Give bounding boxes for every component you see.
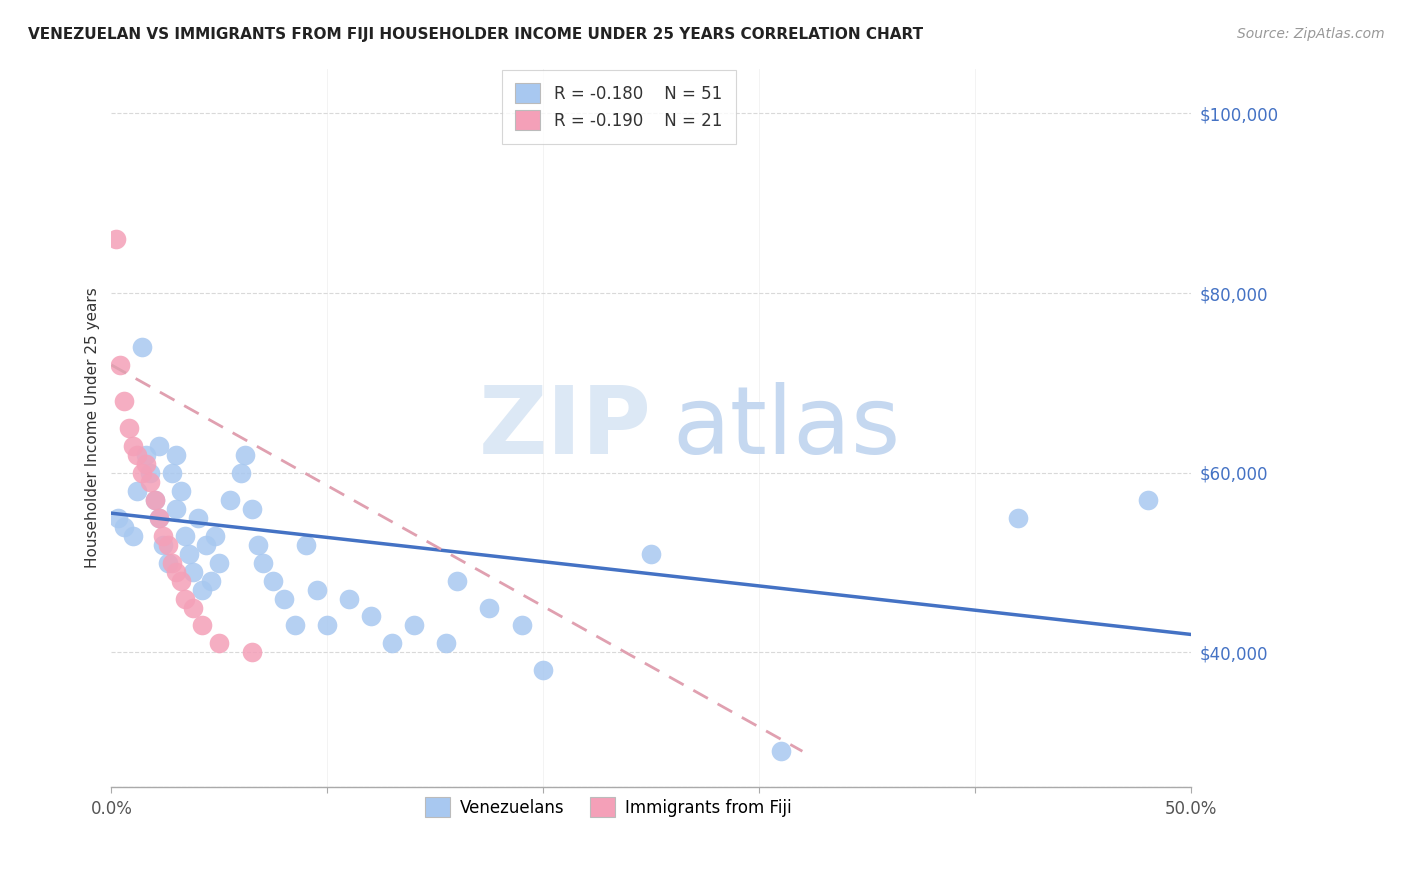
Point bbox=[152, 538, 174, 552]
Point bbox=[434, 636, 457, 650]
Point bbox=[143, 492, 166, 507]
Point bbox=[148, 510, 170, 524]
Point bbox=[262, 574, 284, 588]
Point bbox=[169, 483, 191, 498]
Point bbox=[769, 744, 792, 758]
Point bbox=[108, 358, 131, 372]
Point bbox=[165, 448, 187, 462]
Point bbox=[208, 556, 231, 570]
Point bbox=[240, 645, 263, 659]
Point bbox=[640, 547, 662, 561]
Point bbox=[208, 636, 231, 650]
Point bbox=[510, 618, 533, 632]
Point bbox=[118, 421, 141, 435]
Point bbox=[316, 618, 339, 632]
Point bbox=[360, 609, 382, 624]
Point bbox=[156, 556, 179, 570]
Point bbox=[112, 393, 135, 408]
Point bbox=[195, 538, 218, 552]
Point bbox=[165, 501, 187, 516]
Point bbox=[127, 483, 149, 498]
Point bbox=[169, 574, 191, 588]
Text: ZIP: ZIP bbox=[478, 382, 651, 474]
Point bbox=[148, 439, 170, 453]
Point bbox=[240, 501, 263, 516]
Point bbox=[139, 466, 162, 480]
Point bbox=[143, 492, 166, 507]
Point bbox=[131, 340, 153, 354]
Point bbox=[173, 591, 195, 606]
Point bbox=[107, 510, 129, 524]
Point bbox=[152, 528, 174, 542]
Point bbox=[446, 574, 468, 588]
Point bbox=[104, 232, 127, 246]
Point bbox=[191, 582, 214, 597]
Point bbox=[160, 556, 183, 570]
Point bbox=[135, 457, 157, 471]
Point bbox=[284, 618, 307, 632]
Point bbox=[305, 582, 328, 597]
Point bbox=[381, 636, 404, 650]
Y-axis label: Householder Income Under 25 years: Householder Income Under 25 years bbox=[86, 287, 100, 568]
Point bbox=[1136, 492, 1159, 507]
Point bbox=[160, 466, 183, 480]
Point bbox=[139, 475, 162, 489]
Point bbox=[183, 600, 205, 615]
Point bbox=[294, 538, 316, 552]
Point bbox=[135, 448, 157, 462]
Point bbox=[233, 448, 256, 462]
Point bbox=[337, 591, 360, 606]
Point bbox=[252, 556, 274, 570]
Legend: Venezuelans, Immigrants from Fiji: Venezuelans, Immigrants from Fiji bbox=[416, 789, 800, 826]
Point bbox=[191, 618, 214, 632]
Point bbox=[156, 538, 179, 552]
Point bbox=[131, 466, 153, 480]
Point bbox=[179, 547, 201, 561]
Point bbox=[204, 528, 226, 542]
Point bbox=[219, 492, 242, 507]
Point bbox=[165, 565, 187, 579]
Point bbox=[531, 664, 554, 678]
Text: VENEZUELAN VS IMMIGRANTS FROM FIJI HOUSEHOLDER INCOME UNDER 25 YEARS CORRELATION: VENEZUELAN VS IMMIGRANTS FROM FIJI HOUSE… bbox=[28, 27, 924, 42]
Point bbox=[148, 510, 170, 524]
Point bbox=[183, 565, 205, 579]
Text: atlas: atlas bbox=[673, 382, 901, 474]
Point bbox=[229, 466, 252, 480]
Point bbox=[478, 600, 501, 615]
Text: Source: ZipAtlas.com: Source: ZipAtlas.com bbox=[1237, 27, 1385, 41]
Point bbox=[122, 439, 145, 453]
Point bbox=[112, 519, 135, 533]
Point bbox=[273, 591, 295, 606]
Point bbox=[187, 510, 209, 524]
Point bbox=[1007, 510, 1029, 524]
Point bbox=[122, 528, 145, 542]
Point bbox=[173, 528, 195, 542]
Point bbox=[402, 618, 425, 632]
Point bbox=[127, 448, 149, 462]
Point bbox=[247, 538, 270, 552]
Point bbox=[200, 574, 222, 588]
